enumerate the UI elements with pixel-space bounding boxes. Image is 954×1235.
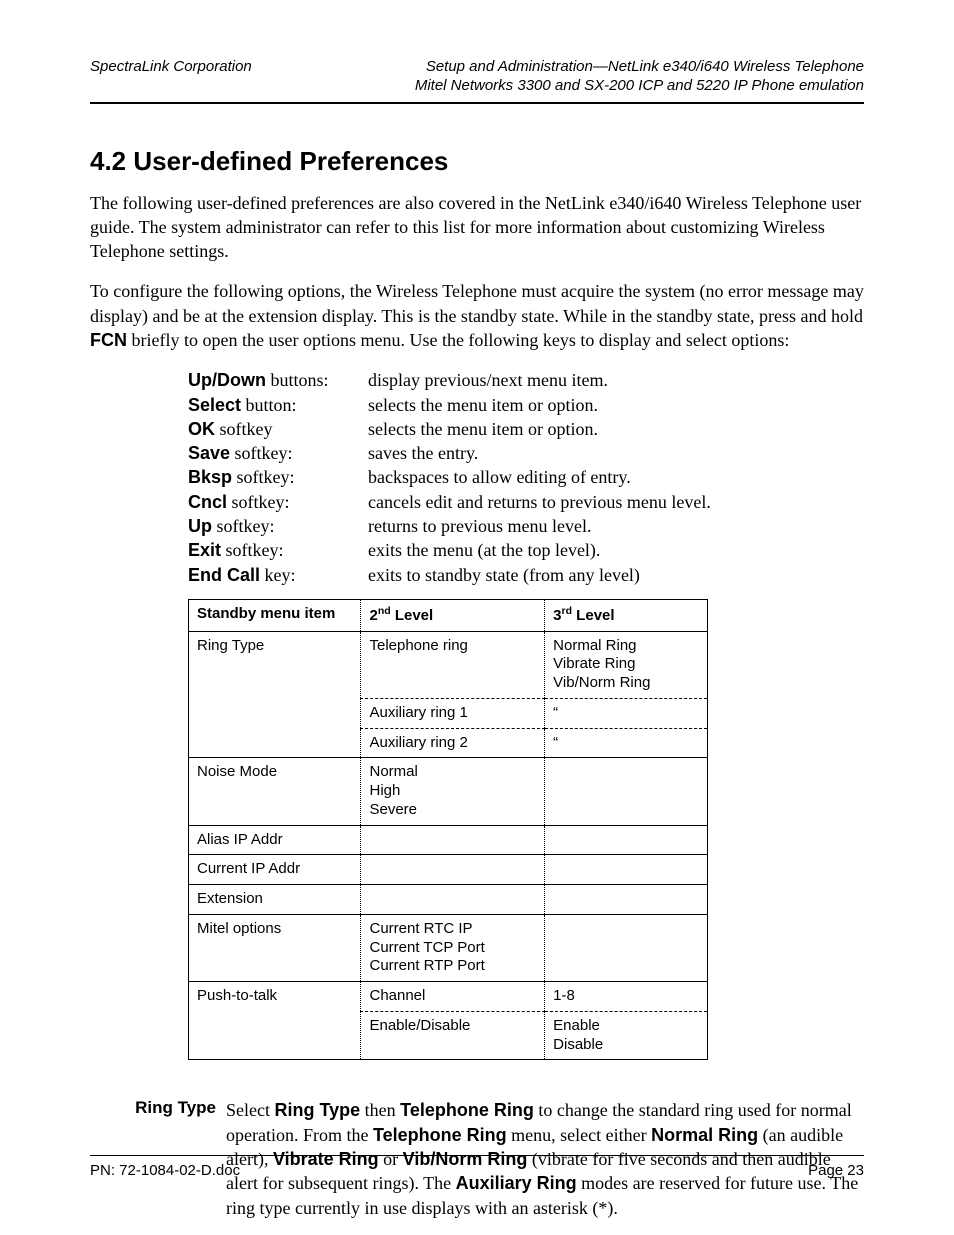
key-list: Up/Down buttons: display previous/next me… bbox=[188, 368, 864, 587]
cell-ringtype: Ring Type bbox=[189, 631, 361, 758]
page: SpectraLink Corporation Setup and Admini… bbox=[0, 0, 954, 1235]
header-right-line2: Mitel Networks 3300 and SX-200 ICP and 5… bbox=[415, 77, 864, 96]
cell-current-ip: Current IP Addr bbox=[189, 855, 361, 885]
key-name: Bksp bbox=[188, 467, 232, 487]
key-row: Select button: selects the menu item or o… bbox=[188, 393, 864, 417]
key-desc: selects the menu item or option. bbox=[368, 393, 864, 417]
key-suffix: softkey: bbox=[232, 467, 295, 487]
header-left: SpectraLink Corporation bbox=[90, 58, 252, 96]
key-desc: cancels edit and returns to previous men… bbox=[368, 490, 864, 514]
key-desc: display previous/next menu item. bbox=[368, 368, 864, 392]
cell-tel-ring: Telephone ring bbox=[361, 631, 545, 698]
standby-menu-table: Standby menu item 2nd Level 3rd Level Ri… bbox=[188, 599, 708, 1061]
th-standby: Standby menu item bbox=[189, 599, 361, 631]
th-level2: 2nd Level bbox=[361, 599, 545, 631]
cell-extension: Extension bbox=[189, 885, 361, 915]
cell-enable-opts: Enable Disable bbox=[545, 1011, 708, 1060]
cell-empty bbox=[545, 758, 708, 825]
cell-empty bbox=[545, 855, 708, 885]
cell-noise: Noise Mode bbox=[189, 758, 361, 825]
cell-aux1-opts: “ bbox=[545, 698, 708, 728]
key-suffix: softkey: bbox=[230, 443, 293, 463]
para2-b: briefly to open the user options menu. U… bbox=[127, 330, 789, 350]
footer-right: Page 23 bbox=[808, 1162, 864, 1179]
key-name: Cncl bbox=[188, 492, 227, 512]
key-row: End Call key: exits to standby state (fro… bbox=[188, 563, 864, 587]
cell-empty bbox=[545, 914, 708, 981]
page-footer: PN: 72-1084-02-D.doc Page 23 bbox=[90, 1155, 864, 1179]
key-row: OK softkey selects the menu item or optio… bbox=[188, 417, 864, 441]
key-suffix: softkey: bbox=[221, 540, 284, 560]
header-right: Setup and Administration—NetLink e340/i6… bbox=[415, 58, 864, 96]
key-desc: backspaces to allow editing of entry. bbox=[368, 465, 864, 489]
intro-para-1: The following user-defined preferences a… bbox=[90, 191, 864, 264]
cell-enable: Enable/Disable bbox=[361, 1011, 545, 1060]
key-suffix: key: bbox=[260, 565, 296, 585]
key-row: Up softkey: returns to previous menu leve… bbox=[188, 514, 864, 538]
intro-para-2: To configure the following options, the … bbox=[90, 279, 864, 352]
key-desc: exits the menu (at the top level). bbox=[368, 538, 864, 562]
cell-channel-opts: 1-8 bbox=[545, 982, 708, 1012]
key-suffix: softkey: bbox=[227, 492, 290, 512]
key-desc: returns to previous menu level. bbox=[368, 514, 864, 538]
cell-empty bbox=[361, 885, 545, 915]
cell-aux2-opts: “ bbox=[545, 728, 708, 758]
key-suffix: softkey bbox=[215, 419, 273, 439]
key-name: Select bbox=[188, 395, 241, 415]
page-header: SpectraLink Corporation Setup and Admini… bbox=[90, 58, 864, 104]
key-desc: selects the menu item or option. bbox=[368, 417, 864, 441]
key-row: Save softkey: saves the entry. bbox=[188, 441, 864, 465]
cell-noise-opts: Normal High Severe bbox=[361, 758, 545, 825]
cell-empty bbox=[361, 825, 545, 855]
cell-empty bbox=[361, 855, 545, 885]
key-name: Save bbox=[188, 443, 230, 463]
key-suffix: softkey: bbox=[212, 516, 275, 536]
cell-tel-ring-opts: Normal Ring Vibrate Ring Vib/Norm Ring bbox=[545, 631, 708, 698]
key-row: Bksp softkey: backspaces to allow editing… bbox=[188, 465, 864, 489]
key-desc: saves the entry. bbox=[368, 441, 864, 465]
key-name: Up bbox=[188, 516, 212, 536]
key-row: Cncl softkey: cancels edit and returns to… bbox=[188, 490, 864, 514]
cell-aux1: Auxiliary ring 1 bbox=[361, 698, 545, 728]
key-name: OK bbox=[188, 419, 215, 439]
key-name: End Call bbox=[188, 565, 260, 585]
cell-alias: Alias IP Addr bbox=[189, 825, 361, 855]
key-row: Exit softkey: exits the menu (at the top … bbox=[188, 538, 864, 562]
key-desc: exits to standby state (from any level) bbox=[368, 563, 864, 587]
key-name: Up/Down bbox=[188, 370, 266, 390]
cell-aux2: Auxiliary ring 2 bbox=[361, 728, 545, 758]
section-heading: 4.2 User-defined Preferences bbox=[90, 146, 864, 177]
cell-empty bbox=[545, 885, 708, 915]
key-suffix: buttons: bbox=[266, 370, 329, 390]
key-row: Up/Down buttons: display previous/next me… bbox=[188, 368, 864, 392]
footer-left: PN: 72-1084-02-D.doc bbox=[90, 1162, 240, 1179]
cell-empty bbox=[545, 825, 708, 855]
cell-ptt: Push-to-talk bbox=[189, 982, 361, 1060]
fcn-key: FCN bbox=[90, 330, 127, 350]
key-suffix: button: bbox=[241, 395, 297, 415]
th-level3: 3rd Level bbox=[545, 599, 708, 631]
header-right-line1: Setup and Administration—NetLink e340/i6… bbox=[415, 58, 864, 77]
cell-mitel-opts: Current RTC IP Current TCP Port Current … bbox=[361, 914, 545, 981]
cell-mitel: Mitel options bbox=[189, 914, 361, 981]
para2-a: To configure the following options, the … bbox=[90, 281, 864, 325]
key-name: Exit bbox=[188, 540, 221, 560]
cell-channel: Channel bbox=[361, 982, 545, 1012]
